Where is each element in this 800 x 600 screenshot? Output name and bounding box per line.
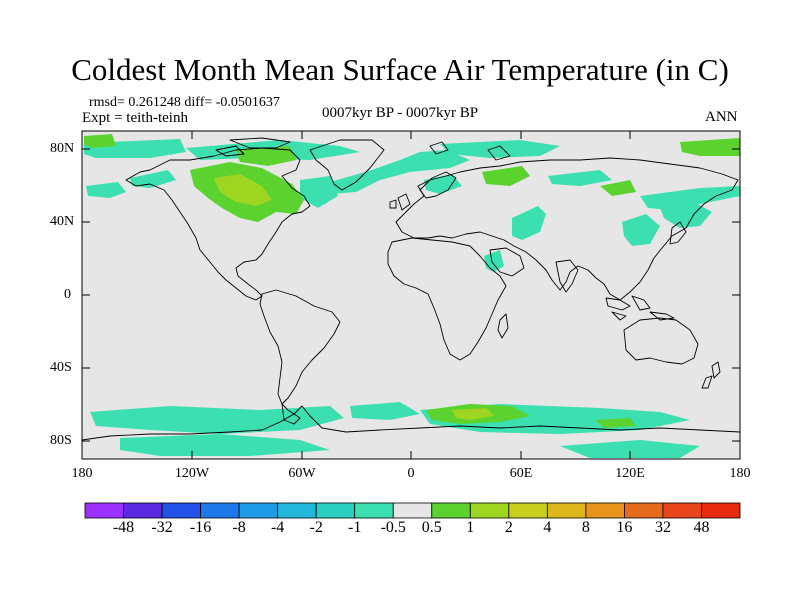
coastline-antarctica (81, 405, 741, 441)
colorbar-label: -1 (348, 519, 362, 536)
anomaly-patch-russia-warm (482, 166, 530, 186)
coastline-south-america (259, 289, 341, 405)
coastline-eurasia (395, 157, 739, 301)
colorbar-label: 2 (504, 519, 513, 536)
colorbar (84, 502, 741, 519)
anomaly-patch-antarctic-east (560, 440, 700, 458)
anomaly-patch-arctic-greenland (330, 150, 470, 194)
anomaly-patch-southern-ocean-mid (350, 402, 420, 420)
colorbar-label: 1 (466, 519, 475, 536)
colorbar-label: 48 (693, 519, 710, 536)
coastlines (81, 137, 741, 441)
anomaly-patch-barents (440, 140, 560, 158)
colorbar-swatch (354, 502, 394, 519)
anomaly-patch-antarctic-coast-warm (596, 418, 636, 428)
colorbar-label: 0.5 (421, 519, 442, 536)
period-label: 0007kyr BP - 0007kyr BP (322, 105, 479, 121)
colorbar-swatch (315, 502, 356, 519)
coastline-novaya-zemlya (487, 145, 511, 161)
coastline-british-isles (389, 193, 411, 211)
anomaly-patches (84, 134, 740, 458)
coastline-svalbard (429, 141, 449, 155)
lon-label-180w: 180 (71, 466, 93, 481)
lat-tick-marks (82, 148, 740, 442)
coastline-japan (669, 221, 687, 245)
coastline-madagascar (497, 313, 509, 339)
anomaly-patch-middle-east (512, 206, 546, 240)
coastline-new-zealand (701, 361, 721, 389)
colorbar-swatch (277, 502, 317, 519)
coastline-southeast-asia (605, 295, 675, 321)
anomaly-patch-arctic-east-warm (680, 138, 740, 156)
colorbar-label: -32 (151, 519, 173, 536)
colorbar-label: -8 (232, 519, 246, 536)
colorbar-label: 32 (654, 519, 671, 536)
anomaly-patch-pacific-north (86, 182, 126, 198)
anomaly-patch-north-america-warm-core (214, 174, 272, 206)
anomaly-patch-canada-east (300, 176, 338, 208)
lon-label-0: 0 (407, 466, 415, 481)
coastline-antarctic-peninsula (281, 403, 301, 425)
anomaly-patch-antarctic-interior (120, 434, 330, 456)
coastline-arabia (489, 247, 525, 277)
anomaly-patch-western-arctic-warm (84, 134, 116, 148)
lat-label-80n: 80N (50, 141, 75, 156)
lon-label-120e: 120E (615, 466, 645, 481)
coastline-greenland (309, 139, 385, 191)
anomaly-patch-siberia-warm (600, 180, 636, 196)
colorbar-swatch (161, 502, 201, 519)
coastline-scandinavia (419, 171, 457, 199)
anomaly-patch-okhotsk (660, 200, 712, 228)
lat-label-40s: 40S (50, 360, 72, 375)
colorbar-label: 8 (581, 519, 590, 536)
lon-tick-marks (81, 131, 741, 459)
lon-label-60e: 60E (509, 466, 533, 481)
coastline-africa (387, 237, 507, 361)
colorbar-swatch (546, 502, 587, 519)
anomaly-patch-weddell-warm-core (452, 408, 494, 420)
colorbar-swatch (238, 502, 279, 519)
coastline-india (555, 259, 579, 293)
anomaly-patch-east-asia (622, 214, 660, 246)
colorbar-swatch (431, 502, 471, 519)
colorbar-swatch (84, 502, 124, 519)
colorbar-swatch (662, 502, 702, 519)
anomaly-patch-siberia-north (548, 170, 612, 186)
season-label: ANN (705, 109, 738, 125)
colorbar-label: -16 (189, 519, 212, 536)
anomaly-patch-eurasia-east (640, 186, 740, 210)
anomaly-patch-alaska (130, 170, 176, 188)
coastline-canadian-arctic (215, 137, 291, 157)
experiment-label: Expt = teith-teinh (82, 110, 188, 126)
lat-label-0: 0 (64, 287, 71, 302)
lon-label-60w: 60W (288, 466, 316, 481)
anomaly-patch-southern-ocean-west (90, 406, 344, 434)
colorbar-swatch (469, 502, 510, 519)
rmsd-diff-stats: rmsd= 0.261248 diff= -0.0501637 (89, 95, 280, 110)
colorbar-swatch (508, 502, 548, 519)
colorbar-swatch (585, 502, 625, 519)
coastline-north-america (125, 147, 311, 301)
coastline-australia (623, 317, 699, 365)
colorbar-label: -2 (309, 519, 323, 536)
colorbar-swatch (200, 502, 240, 519)
anomaly-patch-hudson-bay (236, 146, 296, 166)
lat-label-80s: 80S (50, 433, 72, 448)
colorbar-label: 16 (616, 519, 633, 536)
lat-label-40n: 40N (50, 214, 75, 229)
colorbar-label: -48 (112, 519, 135, 536)
colorbar-label: -0.5 (380, 519, 406, 536)
colorbar-swatch (123, 502, 163, 519)
colorbar-label: -4 (270, 519, 285, 536)
lon-label-120w: 120W (174, 466, 210, 481)
colorbar-swatch (701, 502, 741, 519)
colorbar-label: 4 (543, 519, 552, 536)
lon-label-180e: 180 (729, 466, 751, 481)
colorbar-swatch (624, 502, 664, 519)
colorbar-swatch (392, 502, 433, 519)
map-title: Coldest Month Mean Surface Air Temperatu… (71, 52, 729, 87)
